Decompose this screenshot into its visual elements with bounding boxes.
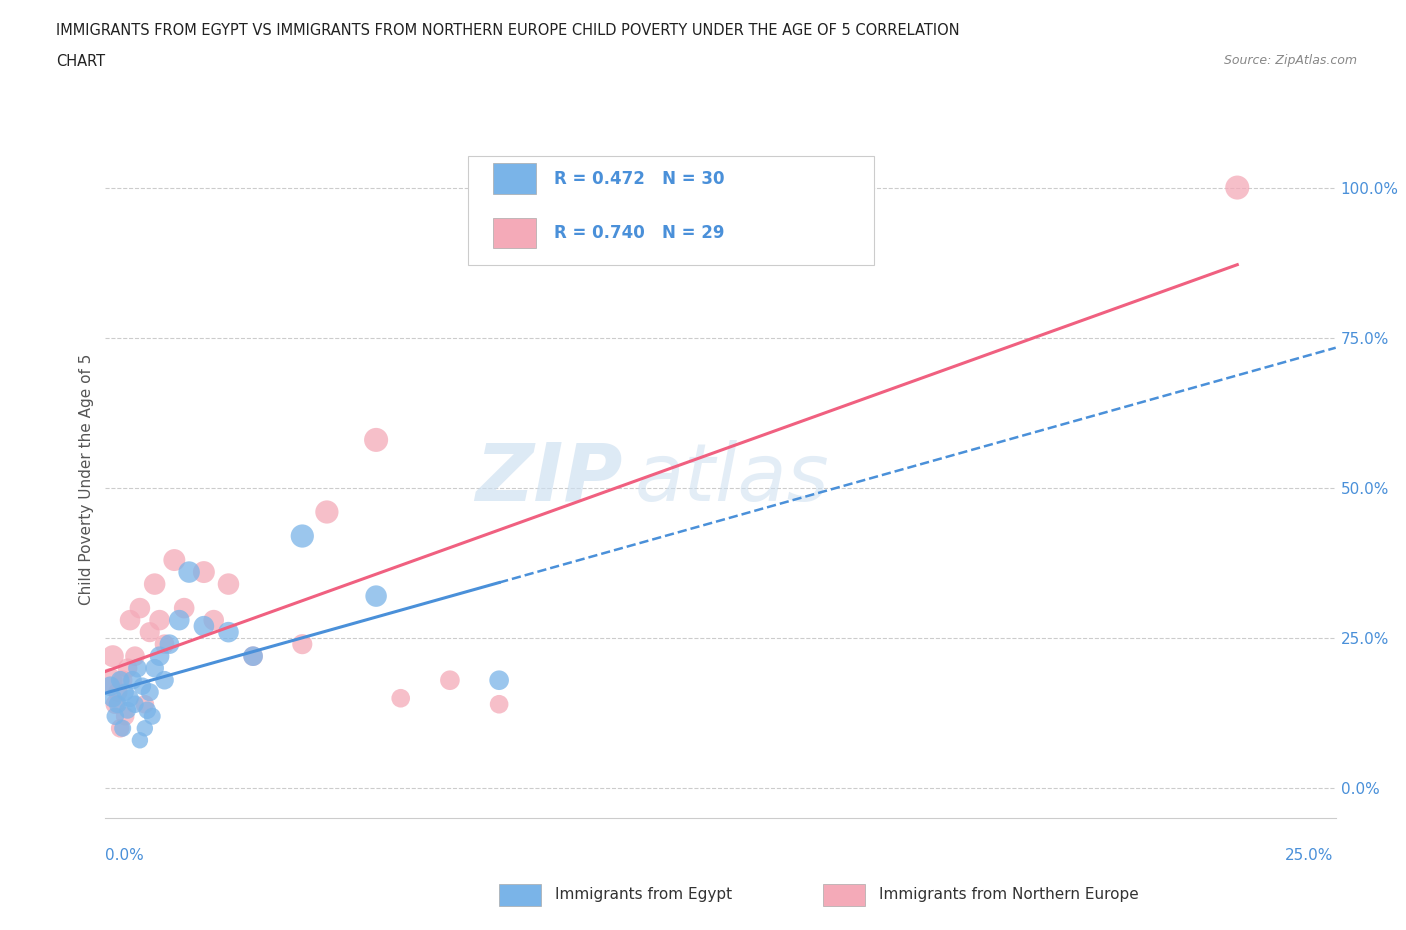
Point [149, 613, 172, 628]
Point [114, 709, 136, 724]
Point [111, 721, 134, 736]
Point [98, 672, 122, 687]
Point [127, 660, 149, 675]
Point [101, 691, 124, 706]
Point [110, 672, 132, 687]
Point [153, 672, 176, 687]
Point [98, 679, 122, 694]
Text: Immigrants from Egypt: Immigrants from Egypt [555, 887, 733, 902]
Point [439, 672, 461, 687]
Point [101, 649, 124, 664]
Text: R = 0.740   N = 29: R = 0.740 N = 29 [554, 224, 725, 242]
Point [366, 432, 388, 447]
Point [107, 697, 129, 711]
Point [104, 697, 127, 711]
Point [129, 601, 152, 616]
Text: atlas: atlas [634, 440, 830, 518]
Point [242, 649, 264, 664]
Point [129, 733, 152, 748]
Point [149, 649, 172, 664]
Point [138, 625, 162, 640]
Point [121, 672, 143, 687]
Text: 0.0%: 0.0% [105, 848, 145, 863]
Point [163, 552, 186, 567]
Point [131, 679, 153, 694]
Point [202, 613, 225, 628]
Point [1226, 180, 1249, 195]
Text: ZIP: ZIP [475, 440, 621, 518]
Point [138, 684, 162, 699]
Point [291, 637, 314, 652]
Point [389, 691, 412, 706]
Point [120, 613, 141, 628]
Point [153, 637, 176, 652]
Point [366, 589, 388, 604]
FancyBboxPatch shape [494, 218, 536, 248]
Point [136, 703, 159, 718]
Point [117, 660, 139, 675]
Point [193, 565, 215, 579]
Point [110, 721, 132, 736]
Point [111, 672, 134, 687]
Point [169, 613, 191, 628]
Point [104, 709, 127, 724]
Point [315, 505, 337, 520]
Point [242, 649, 264, 664]
Point [159, 637, 180, 652]
Point [124, 697, 146, 711]
Point [218, 625, 240, 640]
Point [120, 691, 141, 706]
Point [143, 577, 166, 591]
Point [124, 649, 146, 664]
FancyBboxPatch shape [494, 164, 536, 193]
Point [114, 684, 136, 699]
Text: Source: ZipAtlas.com: Source: ZipAtlas.com [1223, 54, 1357, 67]
Text: Immigrants from Northern Europe: Immigrants from Northern Europe [879, 887, 1139, 902]
Point [117, 703, 139, 718]
Text: CHART: CHART [56, 54, 105, 69]
Point [141, 709, 163, 724]
Point [488, 697, 510, 711]
Point [218, 577, 240, 591]
Text: R = 0.472   N = 30: R = 0.472 N = 30 [554, 169, 725, 188]
Point [173, 601, 195, 616]
Point [143, 660, 166, 675]
Point [134, 697, 156, 711]
Point [193, 618, 215, 633]
Text: IMMIGRANTS FROM EGYPT VS IMMIGRANTS FROM NORTHERN EUROPE CHILD POVERTY UNDER THE: IMMIGRANTS FROM EGYPT VS IMMIGRANTS FROM… [56, 23, 960, 38]
Point [488, 672, 510, 687]
Point [291, 528, 314, 543]
Y-axis label: Child Poverty Under the Age of 5: Child Poverty Under the Age of 5 [79, 353, 94, 604]
Text: 25.0%: 25.0% [1285, 848, 1333, 863]
Point [134, 721, 156, 736]
Point [107, 684, 129, 699]
FancyBboxPatch shape [468, 156, 875, 265]
Point [177, 565, 201, 579]
